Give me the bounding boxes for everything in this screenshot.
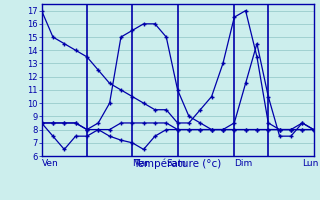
Text: Mar: Mar	[132, 159, 149, 168]
Text: Ven: Ven	[42, 159, 58, 168]
Text: Sam: Sam	[166, 159, 186, 168]
X-axis label: Température (°c): Température (°c)	[133, 159, 222, 169]
Text: Dim: Dim	[234, 159, 252, 168]
Text: Lun: Lun	[302, 159, 319, 168]
